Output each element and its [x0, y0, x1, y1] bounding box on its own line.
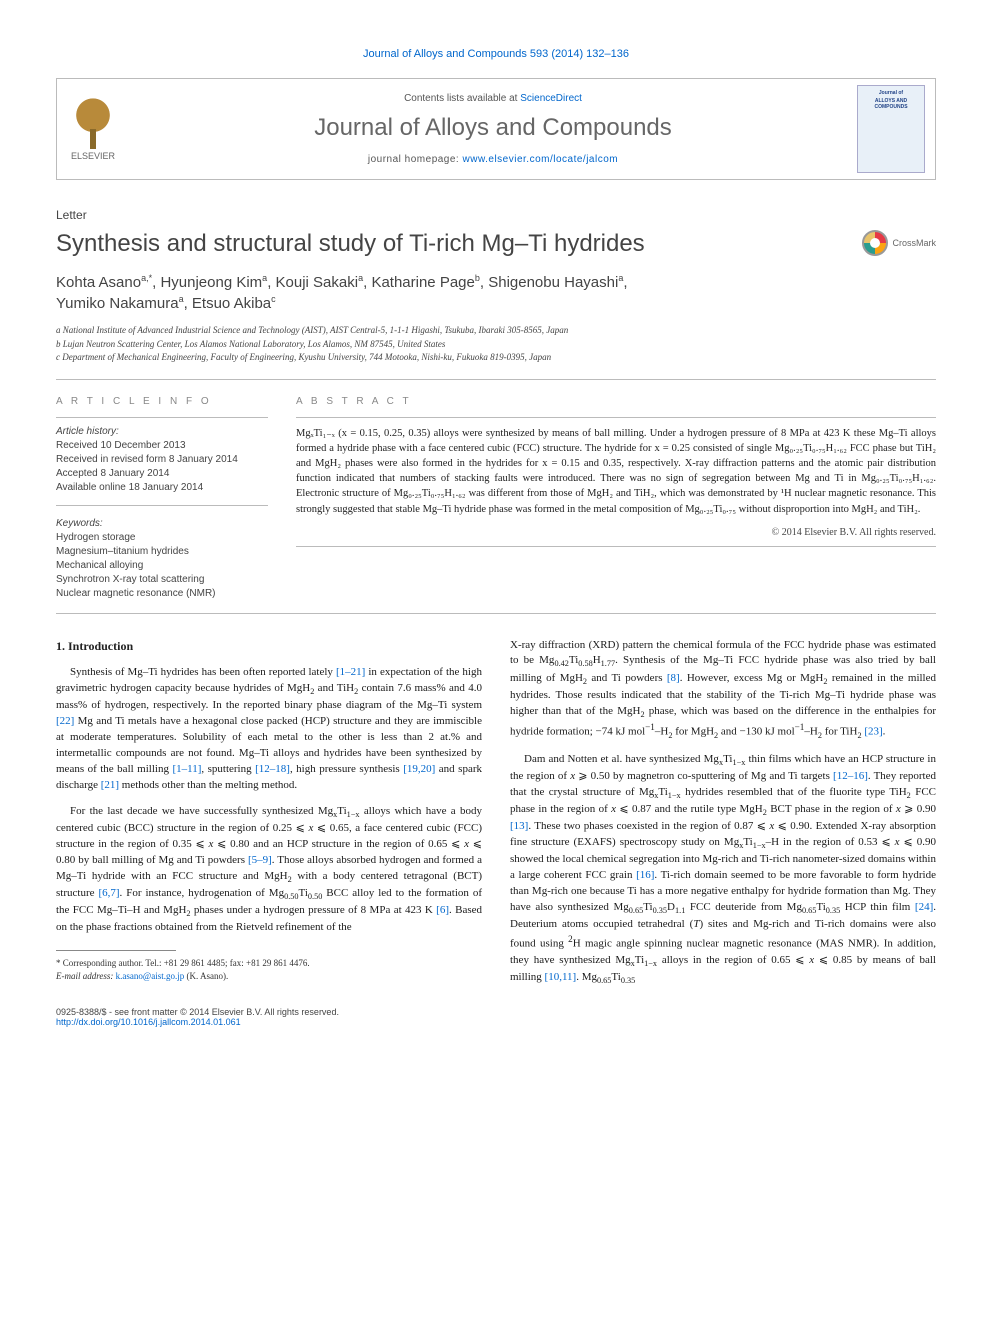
authors-list: Kohta Asanoa,*, Hyunjeong Kima, Kouji Sa…: [56, 272, 936, 314]
history-label: Article history:: [56, 426, 268, 437]
ref-link[interactable]: [1–21]: [336, 666, 365, 678]
paragraph: X-ray diffraction (XRD) pattern the chem…: [510, 638, 936, 742]
homepage-line: journal homepage: www.elsevier.com/locat…: [129, 154, 857, 165]
journal-cover-thumbnail: Journal of ALLOYS AND COMPOUNDS: [857, 85, 925, 173]
contents-line: Contents lists available at ScienceDirec…: [129, 93, 857, 104]
ref-link[interactable]: [13]: [510, 820, 528, 832]
cover-top: Journal of: [879, 90, 903, 96]
divider: [56, 613, 936, 614]
abstract-copyright: © 2014 Elsevier B.V. All rights reserved…: [296, 527, 936, 538]
keyword: Mechanical alloying: [56, 559, 268, 573]
ref-link[interactable]: [1–11]: [172, 763, 201, 775]
author: Etsuo Akibac: [192, 295, 276, 312]
footnote-line: * Corresponding author. Tel.: +81 29 861…: [56, 957, 482, 970]
author: Kohta Asanoa,*: [56, 274, 152, 291]
author: Shigenobu Hayashia: [488, 274, 623, 291]
page-footer: 0925-8388/$ - see front matter © 2014 El…: [56, 1007, 936, 1027]
ref-link[interactable]: [12–16]: [833, 770, 868, 782]
affiliation: c Department of Mechanical Engineering, …: [56, 351, 936, 365]
article-info: A R T I C L E I N F O Article history: R…: [56, 396, 268, 601]
paragraph: Synthesis of Mg–Ti hydrides has been oft…: [56, 665, 482, 794]
ref-link[interactable]: [6]: [436, 904, 449, 916]
crossmark-label: CrossMark: [892, 238, 936, 248]
divider: [56, 417, 268, 418]
footnote-email: E-mail address: k.asano@aist.go.jp (K. A…: [56, 970, 482, 983]
section-heading: 1. Introduction: [56, 638, 482, 655]
cover-title: ALLOYS AND COMPOUNDS: [860, 98, 922, 110]
article-info-heading: A R T I C L E I N F O: [56, 396, 268, 407]
affiliation: a National Institute of Advanced Industr…: [56, 324, 936, 338]
ref-link[interactable]: [23]: [864, 725, 882, 737]
ref-link[interactable]: [21]: [101, 779, 119, 791]
elsevier-tree-icon: [69, 97, 117, 149]
keyword: Magnesium–titanium hydrides: [56, 545, 268, 559]
paragraph: For the last decade we have successfully…: [56, 804, 482, 936]
journal-header: ELSEVIER Contents lists available at Sci…: [56, 78, 936, 180]
ref-link[interactable]: [22]: [56, 715, 74, 727]
ref-link[interactable]: [24]: [915, 901, 933, 913]
contents-prefix: Contents lists available at: [404, 93, 520, 104]
author: Kouji Sakakia: [276, 274, 364, 291]
elsevier-logo: ELSEVIER: [57, 89, 129, 169]
homepage-prefix: journal homepage:: [368, 154, 463, 165]
crossmark-icon: [862, 230, 888, 256]
history-line: Received in revised form 8 January 2014: [56, 453, 268, 467]
divider: [296, 417, 936, 418]
keyword: Hydrogen storage: [56, 531, 268, 545]
ref-link[interactable]: [16]: [636, 869, 654, 881]
corresponding-author-footnote: * Corresponding author. Tel.: +81 29 861…: [56, 957, 482, 982]
journal-title: Journal of Alloys and Compounds: [129, 114, 857, 142]
ref-link[interactable]: [6,7]: [98, 887, 119, 899]
affiliation: b Lujan Neutron Scattering Center, Los A…: [56, 338, 936, 352]
history-line: Received 10 December 2013: [56, 439, 268, 453]
keywords-label: Keywords:: [56, 518, 268, 529]
ref-link[interactable]: [10,11]: [545, 971, 577, 983]
header-center: Contents lists available at ScienceDirec…: [129, 83, 857, 175]
footer-left: 0925-8388/$ - see front matter © 2014 El…: [56, 1007, 339, 1027]
ref-link[interactable]: [19,20]: [403, 763, 435, 775]
keyword: Synchrotron X-ray total scattering: [56, 573, 268, 587]
homepage-link[interactable]: www.elsevier.com/locate/jalcom: [463, 154, 619, 165]
article-body: 1. Introduction Synthesis of Mg–Ti hydri…: [56, 638, 936, 990]
history-line: Available online 18 January 2014: [56, 481, 268, 495]
science-direct-link[interactable]: ScienceDirect: [520, 93, 582, 104]
paragraph: Dam and Notten et al. have synthesized M…: [510, 752, 936, 987]
abstract-block: A B S T R A C T MgₓTi₁₋ₓ (x = 0.15, 0.25…: [296, 396, 936, 601]
keyword: Nuclear magnetic resonance (NMR): [56, 587, 268, 601]
article-meta-row: A R T I C L E I N F O Article history: R…: [56, 380, 936, 613]
crossmark-badge[interactable]: CrossMark: [862, 230, 936, 256]
divider: [296, 546, 936, 547]
author: Katharine Pageb: [371, 274, 479, 291]
affiliations: a National Institute of Advanced Industr…: [56, 324, 936, 365]
email-link[interactable]: k.asano@aist.go.jp: [116, 971, 185, 981]
ref-link[interactable]: [12–18]: [255, 763, 290, 775]
history-line: Accepted 8 January 2014: [56, 467, 268, 481]
ref-link[interactable]: [5–9]: [248, 854, 272, 866]
doi-link[interactable]: http://dx.doi.org/10.1016/j.jallcom.2014…: [56, 1017, 241, 1027]
abstract-text: MgₓTi₁₋ₓ (x = 0.15, 0.25, 0.35) alloys w…: [296, 426, 936, 517]
divider: [56, 505, 268, 506]
article-type-label: Letter: [56, 208, 936, 222]
elsevier-word: ELSEVIER: [71, 151, 115, 161]
footnote-separator: [56, 950, 176, 951]
ref-link[interactable]: [8]: [667, 672, 680, 684]
author: Hyunjeong Kima: [160, 274, 267, 291]
author: Yumiko Nakamuraa: [56, 295, 184, 312]
journal-reference: Journal of Alloys and Compounds 593 (201…: [56, 48, 936, 60]
article-title: Synthesis and structural study of Ti-ric…: [56, 230, 862, 258]
footer-copyright: 0925-8388/$ - see front matter © 2014 El…: [56, 1007, 339, 1017]
abstract-heading: A B S T R A C T: [296, 396, 936, 407]
